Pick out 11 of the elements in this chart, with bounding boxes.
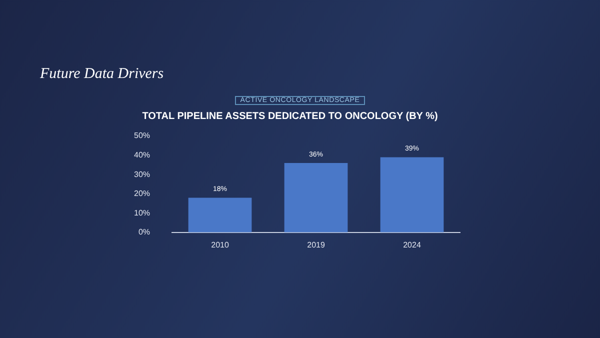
y-tick-label: 0% <box>138 228 150 237</box>
x-tick-label: 2010 <box>211 240 230 250</box>
chart-title: TOTAL PIPELINE ASSETS DEDICATED TO ONCOLOGY (BY %) <box>142 110 438 122</box>
y-tick-label: 20% <box>134 189 150 198</box>
y-tick-label: 10% <box>134 208 150 218</box>
text: Future Data Drivers <box>40 66 164 83</box>
y-tick-label: 50% <box>134 131 150 140</box>
y-tick-label: 40% <box>134 150 150 160</box>
y-tick-label: 30% <box>134 170 150 179</box>
x-tick-label: 2024 <box>403 240 422 250</box>
x-tick-label: 2019 <box>307 240 326 250</box>
